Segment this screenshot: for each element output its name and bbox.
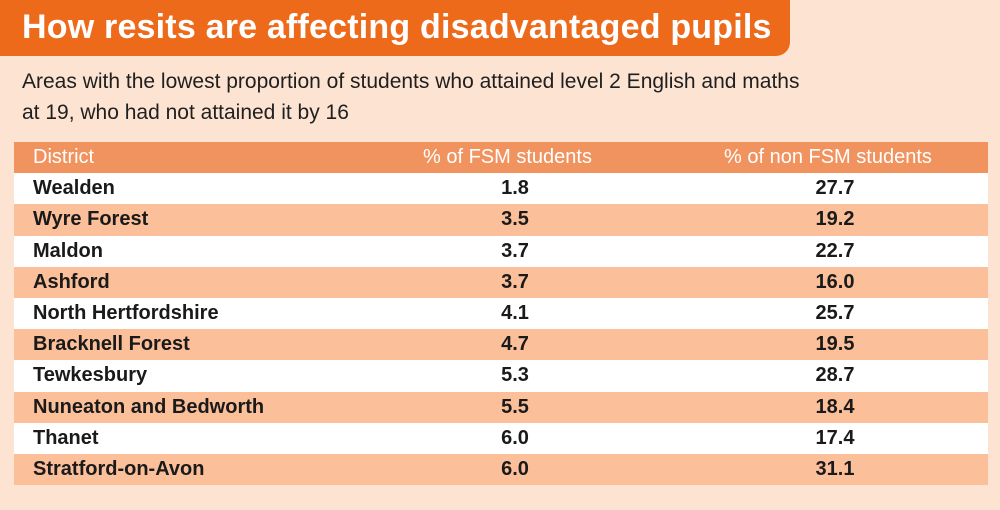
cell-non-fsm-value: 28.7	[815, 364, 855, 387]
cell-district: Ashford	[33, 270, 110, 293]
cell-district: Wyre Forest	[33, 208, 149, 231]
cell-fsm-value: 5.5	[501, 395, 529, 418]
data-table: District % of FSM students % of non FSM …	[14, 142, 988, 486]
cell-fsm-value: 3.7	[501, 239, 529, 262]
cell-non-fsm-value: 16.0	[815, 270, 855, 293]
cell-fsm-value: 4.7	[501, 333, 529, 356]
table-body: Wealden 1.8 27.7 Wyre Forest 3.5 19.2 Maldon 3.…	[14, 173, 988, 486]
cell-fsm-value: 4.1	[501, 302, 529, 325]
cell-fsm-value: 6.0	[501, 457, 529, 480]
table-row: Wyre Forest 3.5 19.2	[14, 204, 988, 236]
chart-subtitle: Areas with the lowest proportion of stud…	[22, 66, 922, 128]
cell-fsm-value: 1.8	[501, 177, 529, 200]
cell-district: Stratford-on-Avon	[33, 457, 205, 480]
cell-non-fsm-value: 22.7	[815, 239, 855, 262]
chart-title: How resits are affecting disadvantaged p…	[22, 8, 772, 46]
cell-non-fsm-value: 17.4	[815, 426, 855, 449]
cell-non-fsm-value: 27.7	[815, 177, 855, 200]
cell-district: Maldon	[33, 239, 103, 262]
cell-non-fsm-value: 19.5	[815, 333, 855, 356]
table-row: Maldon 3.7 22.7	[14, 235, 988, 267]
cell-district: Bracknell Forest	[33, 333, 190, 356]
cell-fsm-value: 5.3	[501, 364, 529, 387]
cell-non-fsm-value: 18.4	[815, 395, 855, 418]
table-row: Ashford 3.7 16.0	[14, 266, 988, 298]
table-row: Wealden 1.8 27.7	[14, 173, 988, 205]
cell-district: Nuneaton and Bedworth	[33, 395, 265, 418]
cell-fsm-value: 3.5	[501, 208, 529, 231]
title-bar: How resits are affecting disadvantaged p…	[0, 0, 790, 56]
subtitle-line-1: Areas with the lowest proportion of stud…	[22, 70, 800, 93]
table-row: North Hertfordshire 4.1 25.7	[14, 297, 988, 330]
table-header-row: District % of FSM students % of non FSM …	[14, 142, 988, 174]
table-row: Thanet 6.0 17.4	[14, 422, 988, 454]
cell-district: Wealden	[33, 177, 115, 200]
column-header-district: District	[33, 146, 95, 169]
cell-non-fsm-value: 19.2	[815, 208, 855, 231]
table-row: Stratford-on-Avon 6.0 31.1	[14, 453, 988, 486]
cell-district: Tewkesbury	[33, 364, 148, 387]
table-row: Bracknell Forest 4.7 19.5	[14, 329, 988, 361]
table-row: Nuneaton and Bedworth 5.5 18.4	[14, 391, 988, 423]
cell-district: Thanet	[33, 426, 99, 449]
cell-non-fsm-value: 25.7	[815, 302, 855, 325]
column-header-non-fsm: % of non FSM students	[724, 146, 932, 169]
subtitle-line-2: at 19, who had not attained it by 16	[22, 101, 349, 124]
cell-fsm-value: 3.7	[501, 270, 529, 293]
cell-non-fsm-value: 31.1	[815, 457, 855, 480]
cell-district: North Hertfordshire	[33, 302, 219, 325]
column-header-fsm: % of FSM students	[423, 146, 592, 169]
cell-fsm-value: 6.0	[501, 426, 529, 449]
table-row: Tewkesbury 5.3 28.7	[14, 360, 988, 392]
